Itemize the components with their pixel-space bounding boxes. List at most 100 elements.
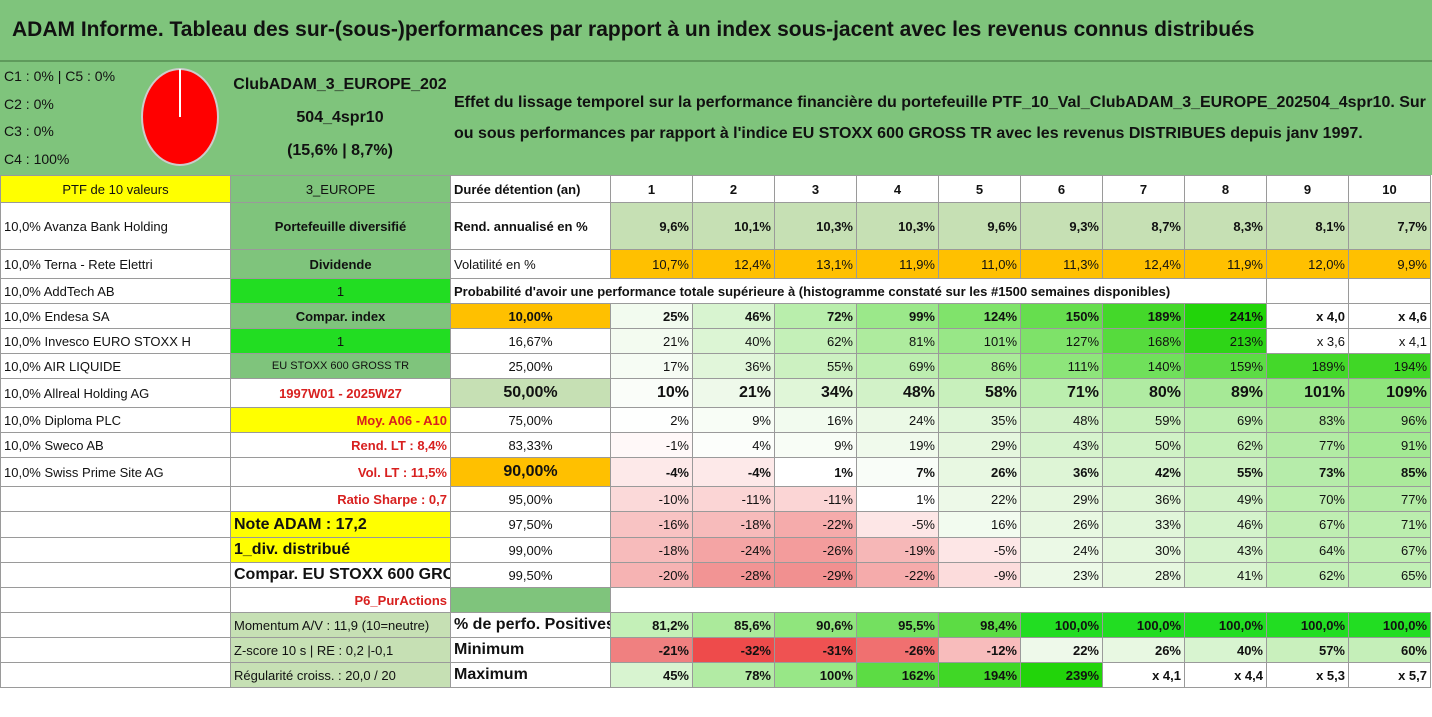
table-cell: -11% [692, 486, 775, 512]
table-cell: 40% [1184, 637, 1267, 663]
table-cell: 7 [1102, 175, 1185, 203]
table-cell: 24% [856, 407, 939, 433]
table-cell: 124% [938, 303, 1021, 329]
legend-line: C1 : 0% | C5 : 0% [4, 68, 116, 84]
table-cell: 36% [692, 353, 775, 379]
table-cell: 95,5% [856, 612, 939, 638]
table-cell: Rend. LT : 8,4% [230, 432, 451, 458]
table-cell [0, 486, 231, 512]
performance-table: PTF de 10 valeurs 3_EUROPE Durée détention… [0, 175, 1431, 688]
table-cell [0, 511, 231, 538]
table-cell: 69% [1184, 407, 1267, 433]
table-cell: 9,6% [610, 202, 693, 250]
table-cell: -1% [610, 432, 693, 458]
table-cell: 33% [1102, 511, 1185, 538]
table-cell: -18% [692, 511, 775, 538]
table-cell: 81,2% [610, 612, 693, 638]
description-line1: Effet du lissage temporel sur la perform… [454, 94, 1426, 111]
table-cell: 127% [1020, 328, 1103, 354]
table-cell: 72% [774, 303, 857, 329]
table-cell: 26% [1102, 637, 1185, 663]
table-cell: 34% [774, 378, 857, 408]
table-cell: 55% [1184, 457, 1267, 487]
table-cell: 95,00% [450, 486, 611, 512]
table-cell: 43% [1184, 537, 1267, 563]
row-distribue: 1_div. distribué 99,00% -18% -24% -26% -19% -5… [0, 537, 1431, 563]
table-cell: 86% [938, 353, 1021, 379]
table-cell: 67% [1348, 537, 1431, 563]
table-cell: 67% [1266, 511, 1349, 538]
table-cell: 159% [1184, 353, 1267, 379]
table-cell: 100,0% [1184, 612, 1267, 638]
report-title-bar: ADAM Informe. Tableau des sur-(sous-)per… [0, 0, 1432, 62]
row-minimum: Z-score 10 s | RE : 0,2 |-0,1 Minimum -21%… [0, 637, 1431, 663]
table-cell: 10,0% Allreal Holding AG [0, 378, 231, 408]
table-cell: 100,0% [1266, 612, 1349, 638]
table-cell: 26% [1020, 511, 1103, 538]
table-cell: -12% [938, 637, 1021, 663]
table-cell: 100,0% [1020, 612, 1103, 638]
table-cell: 59% [1102, 407, 1185, 433]
table-cell: 25,00% [450, 353, 611, 379]
table-cell: 168% [1102, 328, 1185, 354]
table-cell: 40% [692, 328, 775, 354]
portfolio-name-line2: 504_4spr10 [296, 109, 384, 126]
table-cell: 7,7% [1348, 202, 1431, 250]
table-cell: 1% [856, 486, 939, 512]
table-cell: -26% [856, 637, 939, 663]
table-cell: -9% [938, 562, 1021, 588]
table-cell: Portefeuille diversifié [230, 202, 451, 250]
table-cell: 7% [856, 457, 939, 487]
row-compar: Compar. EU STOXX 600 GROSS TR99,50%-20%-… [0, 562, 1431, 588]
table-cell: -4% [692, 457, 775, 487]
table-cell: 8 [1184, 175, 1267, 203]
table-cell: 50% [1102, 432, 1185, 458]
table-cell: 111% [1020, 353, 1103, 379]
table-cell: Durée détention (an) [450, 175, 611, 203]
table-cell: 17% [610, 353, 693, 379]
table-cell: 21% [692, 378, 775, 408]
table-cell: 10,0% Invesco EURO STOXX H [0, 328, 231, 354]
table-cell: 11,3% [1020, 249, 1103, 279]
table-cell: Volatilité en % [450, 249, 611, 279]
row-diploma: 10,0% Diploma PLC Moy. A06 - A10 75,00% 2% 9… [0, 407, 1431, 433]
table-cell: x 4,0 [1266, 303, 1349, 329]
table-cell: 96% [1348, 407, 1431, 433]
table-cell: 55% [774, 353, 857, 379]
table-cell: 42% [1102, 457, 1185, 487]
table-cell: -18% [610, 537, 693, 563]
table-cell: 12,4% [692, 249, 775, 279]
table-cell: -29% [774, 562, 857, 588]
table-cell: 26% [938, 457, 1021, 487]
table-cell: 48% [856, 378, 939, 408]
row-airliquide: 10,0% AIR LIQUIDE EU STOXX 600 GROSS TR 25… [0, 353, 1431, 379]
table-cell: 71% [1020, 378, 1103, 408]
table-cell: 10,0% Swiss Prime Site AG [0, 457, 231, 487]
row-sweco: 10,0% Sweco AB Rend. LT : 8,4% 83,33% -1% 4%… [0, 432, 1431, 458]
description-line2: ou sous performances par rapport à l'ind… [454, 125, 1363, 142]
table-cell: 10,7% [610, 249, 693, 279]
table-cell: 24% [1020, 537, 1103, 563]
table-cell: Compar. EU STOXX 600 GROSS TR [230, 562, 451, 588]
table-cell: -19% [856, 537, 939, 563]
table-cell: 21% [610, 328, 693, 354]
table-cell: 22% [1020, 637, 1103, 663]
table-cell: EU STOXX 600 GROSS TR [230, 353, 451, 379]
table-cell [1266, 278, 1349, 304]
table-cell: -21% [610, 637, 693, 663]
table-cell: -10% [610, 486, 693, 512]
table-cell: 10,0% Terna - Rete Elettri [0, 249, 231, 279]
table-cell: 11,9% [856, 249, 939, 279]
table-cell: 6 [1020, 175, 1103, 203]
table-cell: x 3,6 [1266, 328, 1349, 354]
table-cell [0, 612, 231, 638]
table-cell [0, 587, 231, 613]
table-cell: -26% [774, 537, 857, 563]
table-cell [1348, 278, 1431, 304]
row-maximum: Régularité croiss. : 20,0 / 20 Maximum 45%… [0, 662, 1431, 688]
table-cell: 194% [1348, 353, 1431, 379]
table-cell: x 4,1 [1348, 328, 1431, 354]
table-cell: 83% [1266, 407, 1349, 433]
portfolio-name-line1: ClubADAM_3_EUROPE_202 [233, 76, 447, 93]
table-cell: 90,6% [774, 612, 857, 638]
